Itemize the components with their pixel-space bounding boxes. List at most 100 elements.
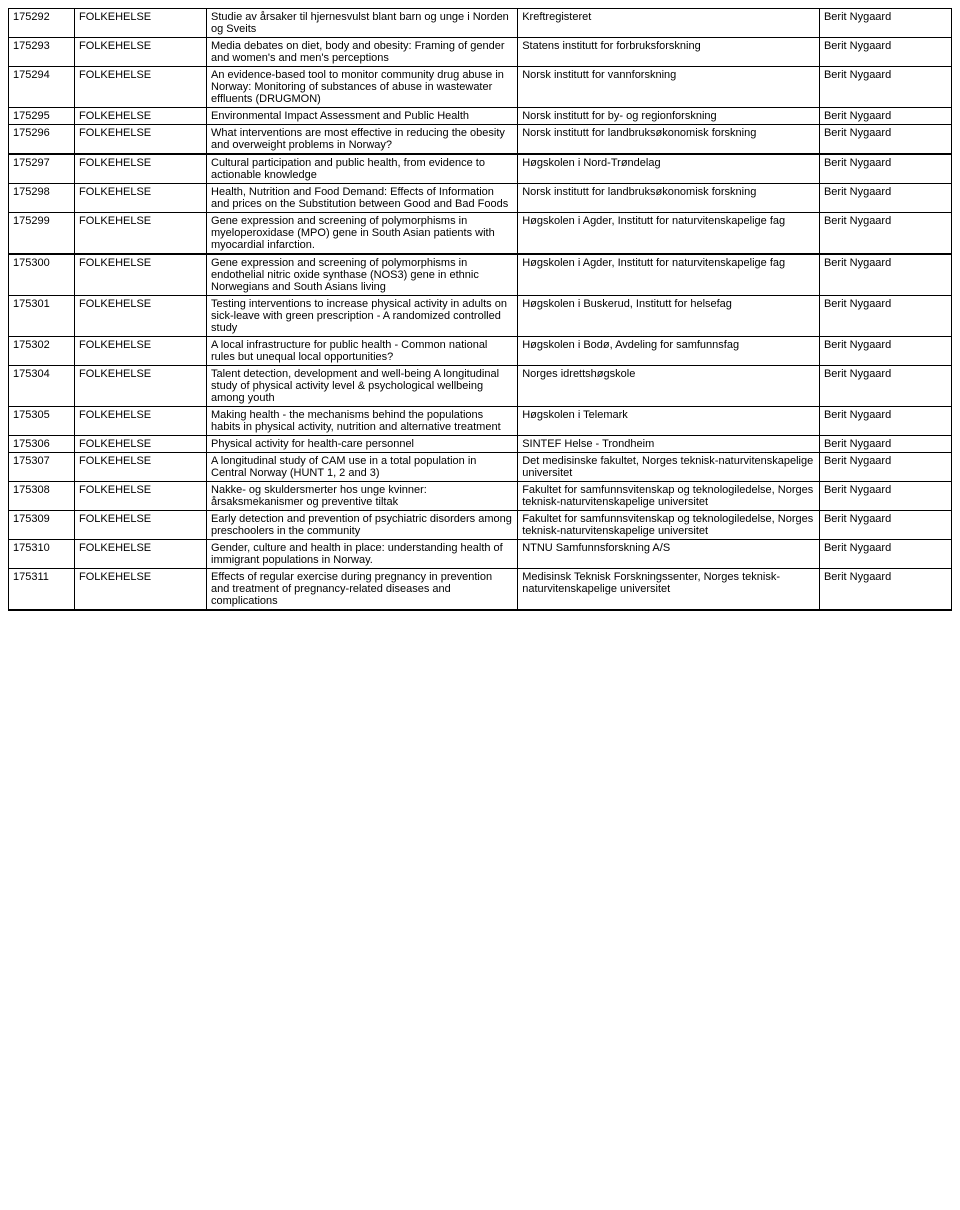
project-id: 175302 <box>9 337 75 366</box>
table-row: 175300FOLKEHELSEGene expression and scre… <box>9 254 952 296</box>
project-person: Berit Nygaard <box>819 154 951 184</box>
project-person: Berit Nygaard <box>819 453 951 482</box>
project-id: 175294 <box>9 67 75 108</box>
project-person: Berit Nygaard <box>819 296 951 337</box>
project-organization: Kreftregisteret <box>518 9 820 38</box>
project-organization: Det medisinske fakultet, Norges teknisk-… <box>518 453 820 482</box>
table-row: 175295FOLKEHELSEEnvironmental Impact Ass… <box>9 108 952 125</box>
table-row: 175296FOLKEHELSEWhat interventions are m… <box>9 125 952 155</box>
project-category: FOLKEHELSE <box>75 407 207 436</box>
table-group: 175300FOLKEHELSEGene expression and scre… <box>9 254 952 610</box>
table-group: 175297FOLKEHELSECultural participation a… <box>9 154 952 254</box>
project-category: FOLKEHELSE <box>75 540 207 569</box>
table-row: 175299FOLKEHELSEGene expression and scre… <box>9 213 952 255</box>
project-title: An evidence-based tool to monitor commun… <box>207 67 518 108</box>
project-title: Effects of regular exercise during pregn… <box>207 569 518 611</box>
project-organization: Høgskolen i Agder, Institutt for naturvi… <box>518 254 820 296</box>
project-category: FOLKEHELSE <box>75 38 207 67</box>
project-organization: Norsk institutt for landbruksøkonomisk f… <box>518 184 820 213</box>
project-title: Health, Nutrition and Food Demand: Effec… <box>207 184 518 213</box>
project-organization: Norsk institutt for by- og regionforskni… <box>518 108 820 125</box>
project-title: What interventions are most effective in… <box>207 125 518 155</box>
project-title: Gene expression and screening of polymor… <box>207 254 518 296</box>
project-id: 175293 <box>9 38 75 67</box>
project-title: Testing interventions to increase physic… <box>207 296 518 337</box>
project-organization: Høgskolen i Bodø, Avdeling for samfunnsf… <box>518 337 820 366</box>
table-group: 175292FOLKEHELSEStudie av årsaker til hj… <box>9 9 952 155</box>
project-title: Gender, culture and health in place: und… <box>207 540 518 569</box>
project-category: FOLKEHELSE <box>75 453 207 482</box>
project-title: Physical activity for health-care person… <box>207 436 518 453</box>
project-category: FOLKEHELSE <box>75 436 207 453</box>
project-id: 175305 <box>9 407 75 436</box>
project-id: 175292 <box>9 9 75 38</box>
project-category: FOLKEHELSE <box>75 337 207 366</box>
project-organization: Norsk institutt for landbruksøkonomisk f… <box>518 125 820 155</box>
project-organization: Fakultet for samfunnsvitenskap og teknol… <box>518 511 820 540</box>
project-person: Berit Nygaard <box>819 108 951 125</box>
project-id: 175311 <box>9 569 75 611</box>
project-category: FOLKEHELSE <box>75 366 207 407</box>
project-category: FOLKEHELSE <box>75 154 207 184</box>
project-organization: Norsk institutt for vannforskning <box>518 67 820 108</box>
project-id: 175300 <box>9 254 75 296</box>
table-row: 175294FOLKEHELSEAn evidence-based tool t… <box>9 67 952 108</box>
project-person: Berit Nygaard <box>819 38 951 67</box>
project-person: Berit Nygaard <box>819 366 951 407</box>
project-category: FOLKEHELSE <box>75 67 207 108</box>
project-title: A longitudinal study of CAM use in a tot… <box>207 453 518 482</box>
project-id: 175309 <box>9 511 75 540</box>
project-title: Making health - the mechanisms behind th… <box>207 407 518 436</box>
project-title: Talent detection, development and well-b… <box>207 366 518 407</box>
project-person: Berit Nygaard <box>819 337 951 366</box>
project-organization: NTNU Samfunnsforskning A/S <box>518 540 820 569</box>
project-category: FOLKEHELSE <box>75 184 207 213</box>
project-category: FOLKEHELSE <box>75 569 207 611</box>
project-organization: Fakultet for samfunnsvitenskap og teknol… <box>518 482 820 511</box>
project-person: Berit Nygaard <box>819 125 951 155</box>
project-person: Berit Nygaard <box>819 407 951 436</box>
table-row: 175308FOLKEHELSENakke- og skuldersmerter… <box>9 482 952 511</box>
project-category: FOLKEHELSE <box>75 9 207 38</box>
project-title: A local infrastructure for public health… <box>207 337 518 366</box>
project-person: Berit Nygaard <box>819 254 951 296</box>
project-title: Nakke- og skuldersmerter hos unge kvinne… <box>207 482 518 511</box>
project-organization: Norges idrettshøgskole <box>518 366 820 407</box>
project-organization: Høgskolen i Buskerud, Institutt for hels… <box>518 296 820 337</box>
project-id: 175299 <box>9 213 75 255</box>
project-id: 175307 <box>9 453 75 482</box>
table-row: 175310FOLKEHELSEGender, culture and heal… <box>9 540 952 569</box>
project-person: Berit Nygaard <box>819 540 951 569</box>
table-row: 175306FOLKEHELSEPhysical activity for he… <box>9 436 952 453</box>
project-id: 175295 <box>9 108 75 125</box>
project-title: Studie av årsaker til hjernesvulst blant… <box>207 9 518 38</box>
project-title: Media debates on diet, body and obesity:… <box>207 38 518 67</box>
project-category: FOLKEHELSE <box>75 511 207 540</box>
project-person: Berit Nygaard <box>819 9 951 38</box>
project-category: FOLKEHELSE <box>75 482 207 511</box>
project-organization: Høgskolen i Nord-Trøndelag <box>518 154 820 184</box>
project-category: FOLKEHELSE <box>75 296 207 337</box>
table-row: 175304FOLKEHELSETalent detection, develo… <box>9 366 952 407</box>
project-id: 175298 <box>9 184 75 213</box>
project-title: Environmental Impact Assessment and Publ… <box>207 108 518 125</box>
project-category: FOLKEHELSE <box>75 213 207 255</box>
project-person: Berit Nygaard <box>819 67 951 108</box>
project-organization: Statens institutt for forbruksforskning <box>518 38 820 67</box>
project-person: Berit Nygaard <box>819 213 951 255</box>
table-row: 175298FOLKEHELSEHealth, Nutrition and Fo… <box>9 184 952 213</box>
project-id: 175310 <box>9 540 75 569</box>
table-row: 175293FOLKEHELSEMedia debates on diet, b… <box>9 38 952 67</box>
project-id: 175304 <box>9 366 75 407</box>
project-category: FOLKEHELSE <box>75 254 207 296</box>
project-id: 175306 <box>9 436 75 453</box>
project-id: 175308 <box>9 482 75 511</box>
project-id: 175301 <box>9 296 75 337</box>
project-category: FOLKEHELSE <box>75 125 207 155</box>
table-row: 175307FOLKEHELSEA longitudinal study of … <box>9 453 952 482</box>
project-id: 175297 <box>9 154 75 184</box>
table-row: 175302FOLKEHELSEA local infrastructure f… <box>9 337 952 366</box>
projects-table: 175292FOLKEHELSEStudie av årsaker til hj… <box>8 8 952 611</box>
project-person: Berit Nygaard <box>819 482 951 511</box>
project-person: Berit Nygaard <box>819 569 951 611</box>
